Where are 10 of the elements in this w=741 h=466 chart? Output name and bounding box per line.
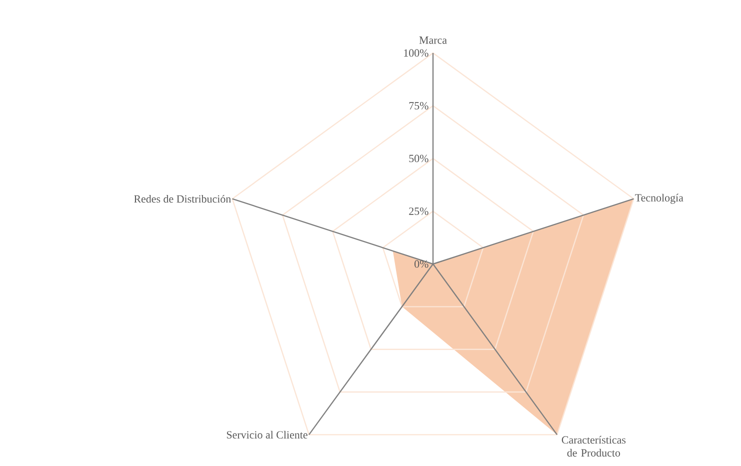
y-tick-label: 75% [409,102,428,110]
spoke-label: Tecnología [635,194,684,204]
y-tick-label: 25% [409,208,428,215]
y-tick-label: 0% [414,260,428,268]
spoke-label: Servicio al Cliente [226,430,308,439]
spoke-label: Redes de Distribución [134,194,231,203]
y-tick-label: 100% [404,49,428,57]
y-tick-label: 50% [409,154,428,162]
spoke-label: Marca [419,36,447,44]
spoke-label: Características de Producto [562,436,626,457]
